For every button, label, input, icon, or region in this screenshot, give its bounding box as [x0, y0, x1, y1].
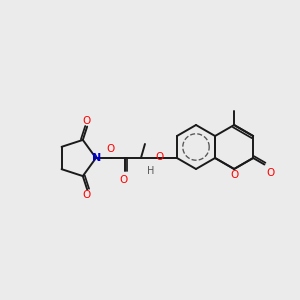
Text: O: O — [156, 152, 164, 162]
Text: O: O — [107, 144, 115, 154]
Text: O: O — [230, 170, 238, 180]
Text: H: H — [147, 166, 154, 176]
Text: O: O — [82, 190, 90, 200]
Text: O: O — [120, 175, 128, 185]
Text: O: O — [82, 116, 90, 126]
Text: O: O — [266, 167, 275, 178]
Text: N: N — [92, 153, 102, 163]
